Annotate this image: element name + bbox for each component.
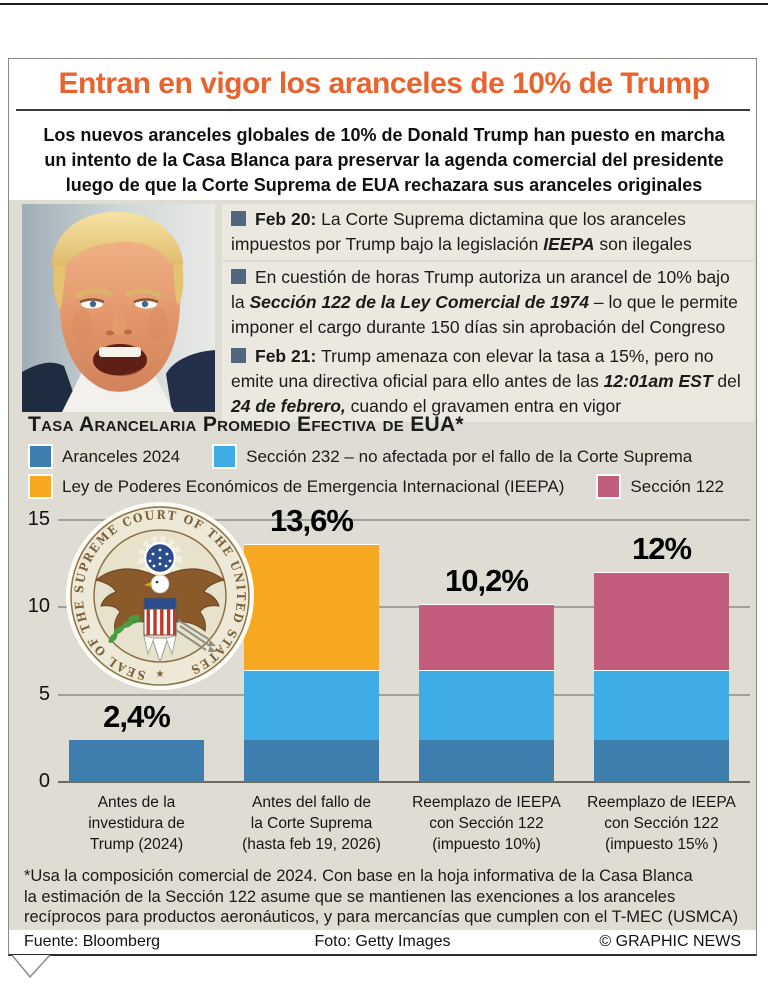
bar-segment (419, 603, 554, 671)
gridline (58, 606, 750, 609)
bullet-square-icon (231, 211, 246, 226)
legend-label: Sección 232 – no afectada por el fallo d… (246, 446, 693, 466)
supreme-court-seal: SEAL OF THE SUPREME COURT OF THE UNITED … (66, 502, 254, 690)
bar-reemplazo-10: 10,2% (419, 520, 554, 782)
title-underline (16, 109, 750, 111)
timeline-text: son ilegales (594, 234, 692, 254)
legend-item-seccion-122: Sección 122 (596, 474, 724, 499)
timeline-text: cuando el gravamen entra en vigor (345, 396, 622, 416)
chart-legend-row-1: Aranceles 2024 Sección 232 – no afectada… (28, 444, 692, 469)
timeline-item-seccion122: En cuestión de horas Trump autoriza un a… (222, 262, 754, 343)
bar-antes-investidura: 2,4% (69, 520, 204, 782)
page-title: Entran en vigor los aranceles de 10% de … (58, 67, 710, 100)
timeline-item-feb20: Feb 20: La Corte Suprema dictamina que l… (222, 204, 754, 260)
top-rule (0, 3, 768, 5)
bar-segment (419, 670, 554, 741)
bar-segment (594, 572, 729, 671)
timeline-text: del (712, 371, 741, 391)
trump-photo (22, 204, 215, 412)
y-axis-tick: 10 (27, 595, 50, 618)
speech-bubble-tail (11, 955, 51, 979)
chart-title: Tasa Arancelaria Promedio Efectiva de EU… (28, 413, 464, 436)
chart-area: 2,4% 13,6% 10,2% 12% 0 5 10 15 (28, 503, 750, 792)
bar-segment (69, 740, 204, 782)
bar-value-label: 2,4% (103, 699, 171, 735)
bar-segment (594, 670, 729, 741)
timeline-text: – lo que le permite imponer el cargo dur… (231, 292, 738, 337)
gridline (58, 781, 750, 783)
bar-reemplazo-15: 12% (594, 520, 729, 782)
timeline-text: 12:01am EST (603, 371, 713, 391)
timeline-item-feb21: Feb 21: Trump amenaza con elevar la tasa… (222, 341, 754, 422)
legend-item-ieepa: Ley de Poderes Económicos de Emergencia … (28, 474, 564, 499)
x-label-reemplazo-15: Reemplazo de IEEPA con Sección 122 (impu… (587, 794, 736, 853)
legend-item-aranceles-2024: Aranceles 2024 (28, 444, 180, 469)
bar-segment (419, 740, 554, 782)
bullet-square-icon (231, 348, 246, 363)
bar-value-label: 13,6% (270, 503, 354, 539)
footer-copyright: © GRAPHIC NEWS (599, 932, 741, 950)
x-label-antes-investidura: Antes de la investidura de Trump (2024) (88, 794, 185, 853)
x-label-reemplazo-10: Reemplazo de IEEPA con Sección 122 (impu… (412, 794, 561, 853)
bar-segment (594, 740, 729, 782)
bullet-square-icon (231, 269, 246, 284)
y-axis-tick: 0 (38, 770, 50, 792)
legend-item-seccion-232: Sección 232 – no afectada por el fallo d… (212, 444, 692, 469)
timeline-text: La Corte Suprema dictamina que los aranc… (231, 209, 686, 254)
footer-source: Fuente: Bloomberg (24, 932, 161, 950)
chart-legend-row-2: Ley de Poderes Económicos de Emergencia … (28, 474, 724, 499)
timeline-text: Feb 20: (255, 209, 322, 229)
legend-label: Ley de Poderes Económicos de Emergencia … (62, 476, 565, 496)
legend-swatch (212, 444, 238, 469)
footer-photo-credit: Foto: Getty Images (314, 932, 451, 950)
legend-label: Sección 122 (630, 476, 724, 496)
timeline-text: IEEPA (543, 234, 595, 254)
bar-value-label: 10,2% (445, 562, 529, 598)
legend-swatch (596, 474, 622, 499)
subtitle: Los nuevos aranceles globales de 10% de … (43, 125, 725, 195)
x-label-antes-fallo: Antes del fallo de la Corte Suprema (has… (242, 794, 381, 853)
y-axis-tick: 15 (27, 508, 50, 530)
gridline (58, 519, 750, 521)
timeline-text: Feb 21: (255, 346, 322, 366)
timeline-text: En cuestión de horas Trump autoriza un a… (231, 267, 730, 312)
y-axis-tick: 5 (38, 682, 50, 705)
footnote: *Usa la composición comercial de 2024. C… (24, 867, 739, 926)
bar-segment (244, 740, 379, 782)
legend-swatch (28, 444, 53, 469)
seal-star: ★ (156, 669, 165, 680)
legend-swatch (28, 474, 53, 499)
bar-segment (244, 670, 379, 741)
bar-antes-fallo: 13,6% (244, 503, 379, 782)
timeline-text: Sección 122 de la Ley Comercial de 1974 (249, 292, 589, 312)
footer: Fuente: Bloomberg Foto: Getty Images © G… (9, 930, 756, 953)
timeline-text: Trump amenaza con elevar la tasa a 15%, … (231, 346, 714, 391)
seal-eagle (94, 536, 226, 664)
timeline-text: 24 de febrero, (231, 396, 346, 416)
gridline (58, 693, 750, 696)
legend-label: Aranceles 2024 (62, 446, 181, 466)
bar-segment (244, 544, 379, 671)
bar-value-label: 12% (631, 531, 692, 567)
